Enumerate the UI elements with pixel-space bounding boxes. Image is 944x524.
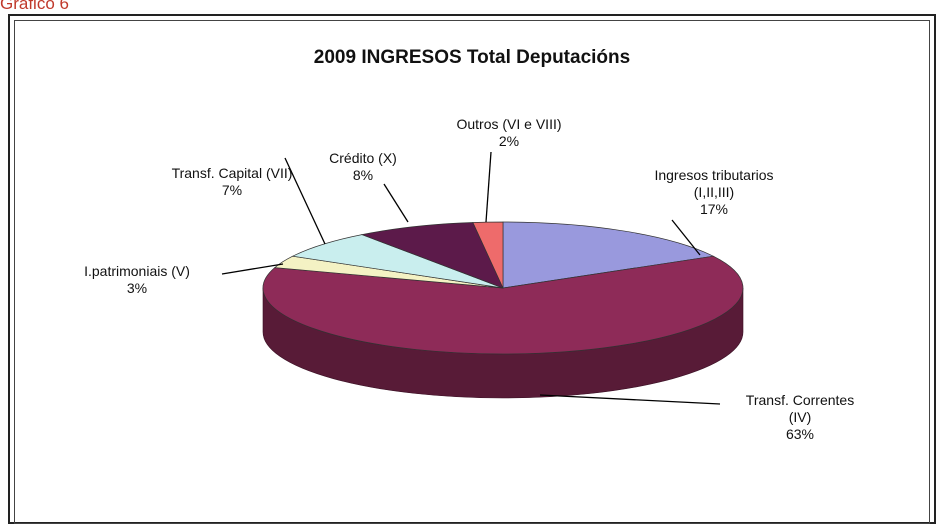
slice-label-0: Ingresos tributarios (I,II,III) 17% bbox=[654, 167, 773, 217]
slice-label-5: Outros (VI e VIII) 2% bbox=[456, 116, 561, 149]
slice-label-1: Transf. Correntes (IV) 63% bbox=[746, 392, 854, 442]
slice-label-3: Transf. Capital (VII) 7% bbox=[172, 165, 293, 198]
chart-title: 2009 INGRESOS Total Deputacións bbox=[314, 47, 630, 68]
slice-label-2: I.patrimoniais (V) 3% bbox=[84, 263, 190, 296]
leader-line-5 bbox=[486, 152, 491, 222]
slice-label-4: Crédito (X) 8% bbox=[329, 150, 397, 183]
leader-line-1 bbox=[540, 395, 720, 404]
leader-line-4 bbox=[384, 184, 408, 222]
